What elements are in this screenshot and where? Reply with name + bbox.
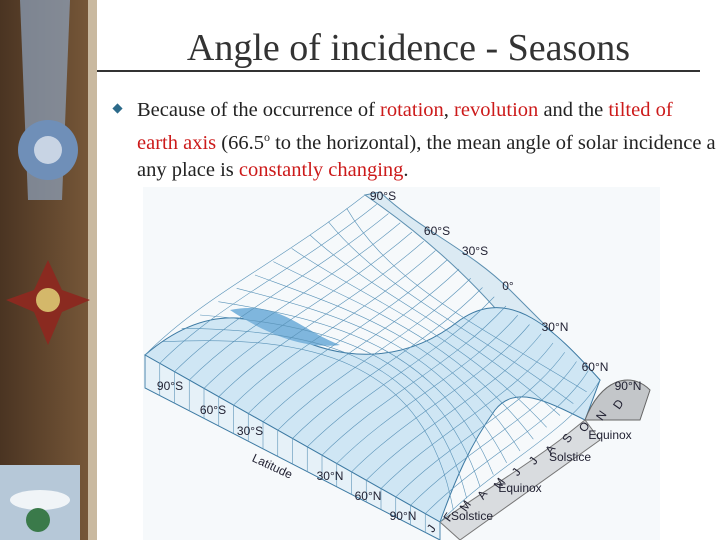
figure-label: 30°S <box>462 244 488 258</box>
surface-line <box>410 361 577 506</box>
figure-label: 60°S <box>200 403 226 417</box>
surface-line <box>218 241 424 397</box>
figure-label: 60°S <box>424 224 450 238</box>
surface-line <box>395 352 565 498</box>
text: to the horizontal), the mean angle of so… <box>137 131 716 181</box>
figure-label: Equinox <box>498 481 541 495</box>
figure-label: 90°S <box>370 189 396 203</box>
bullet-mark <box>112 103 123 114</box>
figure-label: 30°N <box>542 320 569 334</box>
surface-line <box>233 250 436 406</box>
surface-line <box>181 328 467 499</box>
figure-label: 90°S <box>157 379 183 393</box>
surface-line <box>439 379 601 523</box>
slide-title: Angle of incidence - Seasons <box>186 27 631 69</box>
surface-line <box>321 305 507 456</box>
surface-line <box>248 259 448 414</box>
surface-line <box>307 296 495 448</box>
surface-line <box>144 194 366 356</box>
figure-label: 90°N <box>390 509 417 523</box>
surface-line <box>254 274 521 452</box>
surface-line <box>346 208 587 393</box>
highlight: constantly changing <box>238 158 404 181</box>
surface-line <box>189 222 401 381</box>
figure-label: 60°N <box>355 489 382 503</box>
text: , <box>443 99 455 121</box>
highlight: rotation <box>380 99 444 121</box>
surface-line <box>163 340 454 511</box>
figure-label: Solstice <box>549 450 591 464</box>
surface-line <box>174 213 389 372</box>
surface-line <box>336 315 518 464</box>
text: and the <box>538 99 609 121</box>
figure-label: 0° <box>502 279 514 293</box>
text: (66.5 <box>216 131 264 154</box>
decorative-strip <box>0 0 97 540</box>
surface-line <box>328 221 574 404</box>
superscript: o <box>263 130 270 144</box>
surface-line <box>380 342 554 489</box>
surface-line <box>159 204 377 364</box>
title-rule <box>97 70 700 72</box>
surface-line <box>203 231 413 389</box>
figure-label: 60°N <box>582 360 609 374</box>
highlight: tilted of earth axis <box>137 99 673 154</box>
text: Because of the occurrence of <box>137 99 381 121</box>
bullet-text: Because of the occurrence of rotation, r… <box>137 97 717 184</box>
surface-figure: 90°S60°S30°S0°30°N60°N90°N90°S60°S30°SLa… <box>143 187 660 540</box>
surface-line <box>218 301 494 475</box>
surface-line <box>199 314 481 487</box>
surface-line <box>262 268 460 423</box>
figure-label: 30°N <box>317 469 344 483</box>
surface-line <box>309 234 561 416</box>
highlight: revolution <box>454 99 539 121</box>
surface-line <box>236 288 507 463</box>
surface-line <box>273 261 534 440</box>
text: . <box>403 158 409 181</box>
surface-line <box>291 248 547 428</box>
figure-label: Solstice <box>451 509 493 523</box>
figure-label: 90°N <box>615 379 642 393</box>
figure-label: Equinox <box>588 428 631 442</box>
figure-label: 30°S <box>237 424 263 438</box>
surface-line <box>425 370 589 514</box>
